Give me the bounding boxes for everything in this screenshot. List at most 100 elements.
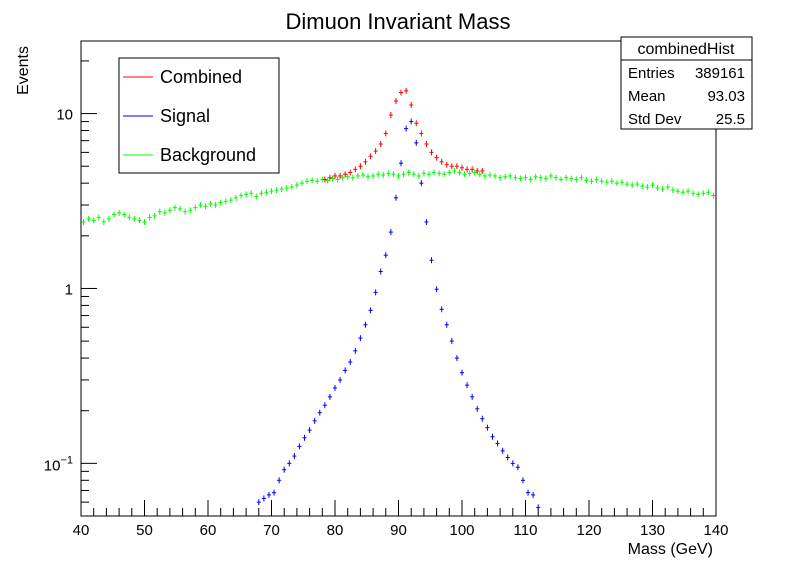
data-point xyxy=(498,174,503,181)
data-point xyxy=(452,167,457,174)
series-signal xyxy=(256,118,541,511)
data-point xyxy=(533,173,538,180)
x-tick-label: 100 xyxy=(449,522,474,539)
stats-row: Std Dev 25.5 xyxy=(628,111,745,128)
data-point xyxy=(289,184,294,191)
data-point xyxy=(500,447,505,454)
data-point xyxy=(383,252,388,259)
data-point xyxy=(477,171,482,178)
data-point xyxy=(353,347,358,354)
data-point xyxy=(564,174,569,181)
data-point xyxy=(399,89,404,96)
data-point xyxy=(465,382,470,389)
data-point xyxy=(368,307,373,314)
x-tick-label: 120 xyxy=(576,522,601,539)
data-point xyxy=(409,101,414,108)
stats-row-name: Mean xyxy=(628,88,666,105)
data-point xyxy=(503,173,508,180)
data-point xyxy=(297,443,302,450)
data-point xyxy=(459,164,465,171)
data-point xyxy=(630,182,635,189)
data-point xyxy=(386,170,391,177)
data-point xyxy=(305,178,310,185)
data-point xyxy=(510,460,515,467)
data-point xyxy=(274,187,279,194)
data-point xyxy=(238,192,244,199)
data-point xyxy=(660,186,665,193)
data-point xyxy=(393,194,398,201)
stats-box: combinedHist Entries 389161 Mean 93.03 Std D… xyxy=(620,36,753,130)
data-point xyxy=(122,211,127,218)
data-point xyxy=(675,188,680,195)
data-point xyxy=(358,163,363,170)
data-point xyxy=(594,176,599,183)
data-point xyxy=(330,175,335,182)
data-point xyxy=(332,384,338,391)
data-point xyxy=(338,376,343,383)
data-point xyxy=(470,166,475,173)
data-point xyxy=(371,172,376,179)
data-point xyxy=(462,171,467,178)
stats-box-frame xyxy=(620,36,753,130)
y-axis-tick-labels: 10−1 1 10 xyxy=(44,107,73,475)
data-point xyxy=(406,169,411,176)
data-point xyxy=(157,208,162,215)
data-point xyxy=(559,176,564,183)
data-point xyxy=(162,210,167,217)
data-point xyxy=(399,160,404,167)
data-point xyxy=(388,112,393,119)
data-point xyxy=(264,189,269,196)
data-point xyxy=(518,175,523,182)
data-point xyxy=(152,212,157,219)
stats-row-value: 389161 xyxy=(695,65,745,82)
data-point xyxy=(388,229,393,236)
data-point xyxy=(434,154,439,161)
data-point xyxy=(343,367,348,374)
data-point xyxy=(401,171,406,178)
data-point xyxy=(363,321,368,328)
data-point xyxy=(86,215,91,222)
legend-item-signal: Signal xyxy=(123,106,210,126)
data-point xyxy=(538,174,543,181)
data-point xyxy=(706,189,711,196)
data-point xyxy=(302,434,307,441)
data-point xyxy=(513,174,518,181)
data-point xyxy=(381,172,386,179)
data-point xyxy=(635,181,640,188)
data-point xyxy=(439,306,444,313)
data-point xyxy=(411,171,416,178)
data-point xyxy=(91,217,96,224)
x-tick-label: 90 xyxy=(390,522,407,539)
data-point xyxy=(365,173,371,180)
data-point xyxy=(266,491,271,498)
data-point xyxy=(650,182,655,189)
data-point xyxy=(348,169,353,176)
data-point xyxy=(277,477,282,484)
data-point xyxy=(492,172,498,179)
legend: Combined Signal Background xyxy=(118,57,280,174)
data-point xyxy=(457,169,462,176)
data-point xyxy=(543,175,548,182)
stats-row: Mean 93.03 xyxy=(628,88,745,105)
legend-label: Signal xyxy=(160,106,210,126)
data-point xyxy=(368,153,373,160)
data-point xyxy=(604,179,609,186)
data-point xyxy=(454,163,459,170)
data-point xyxy=(332,172,338,179)
data-point xyxy=(487,172,492,179)
data-point xyxy=(421,170,426,177)
data-point xyxy=(424,218,429,225)
data-point xyxy=(520,477,525,484)
data-point xyxy=(442,171,447,178)
data-point xyxy=(294,182,299,189)
data-point xyxy=(96,214,101,221)
y-tick-label: 10 xyxy=(56,107,73,124)
data-point xyxy=(429,149,434,156)
data-point xyxy=(101,218,106,225)
data-point xyxy=(480,167,485,174)
data-point xyxy=(449,163,454,170)
data-point xyxy=(475,167,480,174)
chart-title: Dimuon Invariant Mass xyxy=(286,9,511,34)
legend-entries: Combined Signal Background xyxy=(123,67,256,165)
data-point xyxy=(254,193,259,200)
